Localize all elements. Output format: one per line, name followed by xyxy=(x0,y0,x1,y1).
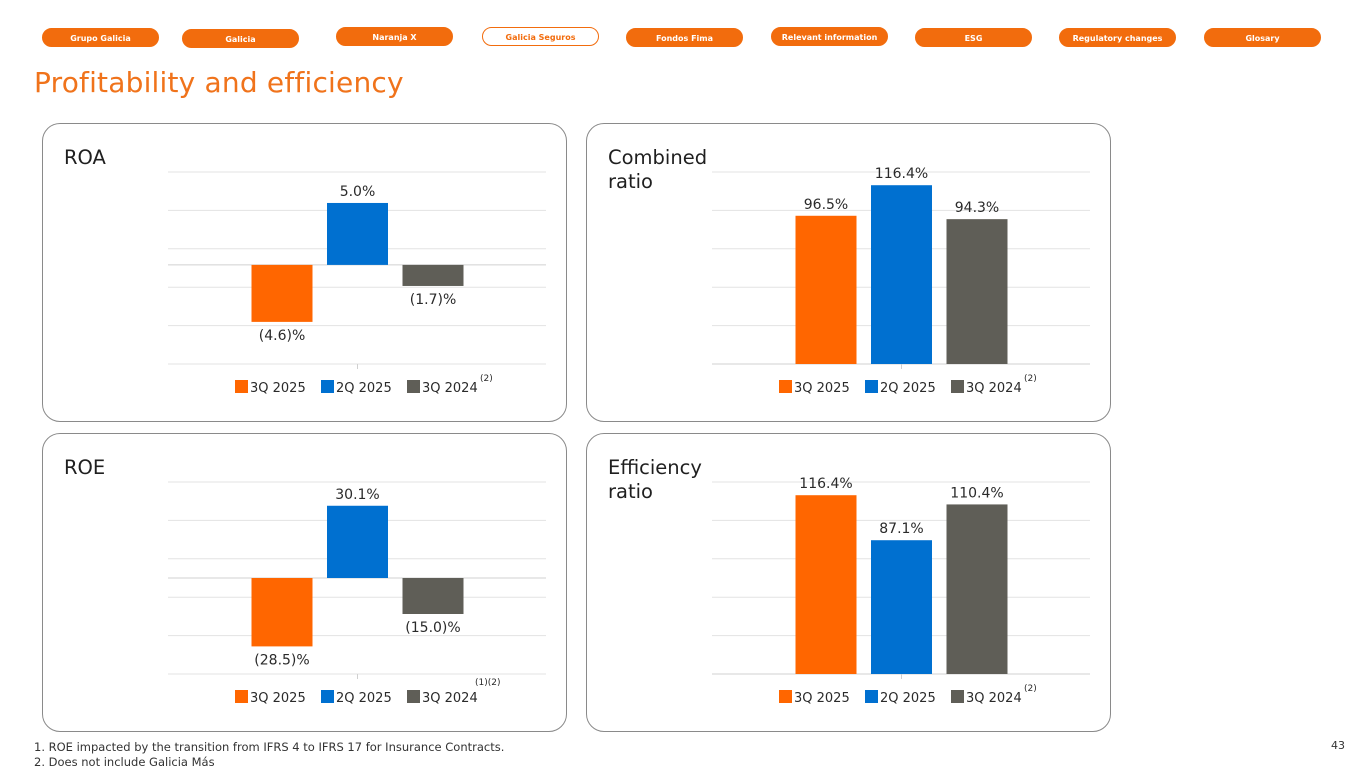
data-label-combined-3: 94.3% xyxy=(955,200,999,216)
data-label-efficiency-3: 110.4% xyxy=(950,485,1003,501)
page-title: Profitability and efficiency xyxy=(34,66,404,99)
bar-roa-1 xyxy=(251,264,313,322)
bar-combined-2 xyxy=(871,185,932,364)
data-label-combined-1: 96.5% xyxy=(804,197,848,213)
legend-swatch-3 xyxy=(951,380,964,393)
page-number: 43 xyxy=(1331,739,1345,752)
data-label-roe-3: (15.0)% xyxy=(405,620,460,636)
legend-footnote-ref: (1)(2) xyxy=(475,678,501,688)
bar-combined-1 xyxy=(795,215,857,364)
legend-label-3: 3Q 2024 xyxy=(966,691,1022,706)
roe-title: ROE xyxy=(64,456,106,479)
legend-swatch-3 xyxy=(407,380,420,393)
data-label-roa-2: 5.0% xyxy=(340,184,376,200)
efficiency-ratio-chart: 116.4% 87.1% 110.4% 3Q 2025 2Q 2025 3Q 2024(2… xyxy=(712,476,1090,706)
bar-roa-2 xyxy=(327,202,388,265)
bar-roa-3 xyxy=(402,264,464,286)
legend-swatch-2 xyxy=(865,690,878,703)
data-label-combined-2: 116.4% xyxy=(875,166,928,182)
legend-label-3: 3Q 2024 xyxy=(422,381,478,396)
efficiency-ratio-panel: Efficiency ratio 116.4% 87.1% 110.4% 3Q 202… xyxy=(586,433,1111,732)
footnotes: 1. ROE impacted by the transition from I… xyxy=(34,740,504,768)
legend-swatch-1 xyxy=(779,690,792,703)
legend-label-2: 2Q 2025 xyxy=(336,691,392,706)
footnote-2: 2. Does not include Galicia Más xyxy=(34,754,215,768)
nav-tab-naranja-x[interactable]: Naranja X xyxy=(336,27,453,46)
efficiency-ratio-title: Efficiency ratio xyxy=(608,456,702,503)
legend-footnote-ref: (2) xyxy=(480,374,493,384)
legend-label-2: 2Q 2025 xyxy=(880,381,936,396)
legend-label-3: 3Q 2024 xyxy=(422,691,478,706)
nav-tab-grupo-galicia[interactable]: Grupo Galicia xyxy=(42,28,159,47)
bar-roe-2 xyxy=(327,505,388,578)
data-label-roa-3: (1.7)% xyxy=(410,292,457,308)
nav-tab-regulatory-changes[interactable]: Regulatory changes xyxy=(1059,28,1176,47)
data-label-efficiency-2: 87.1% xyxy=(879,521,923,537)
bar-efficiency-2 xyxy=(871,540,932,674)
legend-label-1: 3Q 2025 xyxy=(794,381,850,396)
bar-efficiency-1 xyxy=(795,495,857,674)
section-nav: Grupo Galicia Galicia Naranja X Galicia … xyxy=(0,27,1365,49)
bar-roe-3 xyxy=(402,578,464,614)
combined-ratio-chart: 96.5% 116.4% 94.3% 3Q 2025 2Q 2025 3Q 2024(2) xyxy=(712,166,1090,396)
data-label-efficiency-1: 116.4% xyxy=(799,476,852,492)
roe-panel: ROE (28.5)% 30.1% (15.0)% 3Q 2025 2Q 2025 3Q … xyxy=(42,433,567,732)
bar-combined-3 xyxy=(946,219,1008,364)
bar-efficiency-3 xyxy=(946,504,1008,674)
nav-tab-relevant-information[interactable]: Relevant information xyxy=(771,27,888,46)
data-label-roe-2: 30.1% xyxy=(335,487,379,503)
combined-ratio-title: Combined ratio xyxy=(608,146,708,193)
combined-ratio-panel: Combined ratio 96.5% 116.4% 94.3% 3Q 2025 2Q… xyxy=(586,123,1111,422)
roa-chart: (4.6)% 5.0% (1.7)% 3Q 2025 2Q 2025 3Q 2024(2) xyxy=(168,171,546,396)
legend-label-2: 2Q 2025 xyxy=(336,381,392,396)
nav-tab-glosary[interactable]: Glosary xyxy=(1204,28,1321,47)
nav-tab-esg[interactable]: ESG xyxy=(915,28,1032,47)
legend-label-1: 3Q 2025 xyxy=(794,691,850,706)
legend-swatch-3 xyxy=(951,690,964,703)
data-label-roe-1: (28.5)% xyxy=(254,652,309,668)
legend-label-3: 3Q 2024 xyxy=(966,381,1022,396)
legend-swatch-1 xyxy=(779,380,792,393)
roe-chart: (28.5)% 30.1% (15.0)% 3Q 2025 2Q 2025 3Q 2024… xyxy=(168,481,546,706)
legend-label-2: 2Q 2025 xyxy=(880,691,936,706)
legend-swatch-2 xyxy=(865,380,878,393)
roa-title: ROA xyxy=(64,146,106,169)
legend-swatch-1 xyxy=(235,690,248,703)
data-label-roa-1: (4.6)% xyxy=(259,328,306,344)
legend-swatch-1 xyxy=(235,380,248,393)
nav-tab-galicia[interactable]: Galicia xyxy=(182,29,299,48)
nav-tab-fondos-fima[interactable]: Fondos Fima xyxy=(626,28,743,47)
legend-label-1: 3Q 2025 xyxy=(250,381,306,396)
legend-label-1: 3Q 2025 xyxy=(250,691,306,706)
legend-swatch-3 xyxy=(407,690,420,703)
footnote-1: 1. ROE impacted by the transition from I… xyxy=(34,740,505,754)
legend-footnote-ref: (2) xyxy=(1024,374,1037,384)
bar-roe-1 xyxy=(251,578,313,647)
nav-tab-galicia-seguros[interactable]: Galicia Seguros xyxy=(482,27,599,46)
roa-panel: ROA (4.6)% 5.0% (1.7)% 3Q 2025 2Q 2025 3Q 202… xyxy=(42,123,567,422)
legend-footnote-ref: (2) xyxy=(1024,684,1037,694)
legend-swatch-2 xyxy=(321,690,334,703)
legend-swatch-2 xyxy=(321,380,334,393)
